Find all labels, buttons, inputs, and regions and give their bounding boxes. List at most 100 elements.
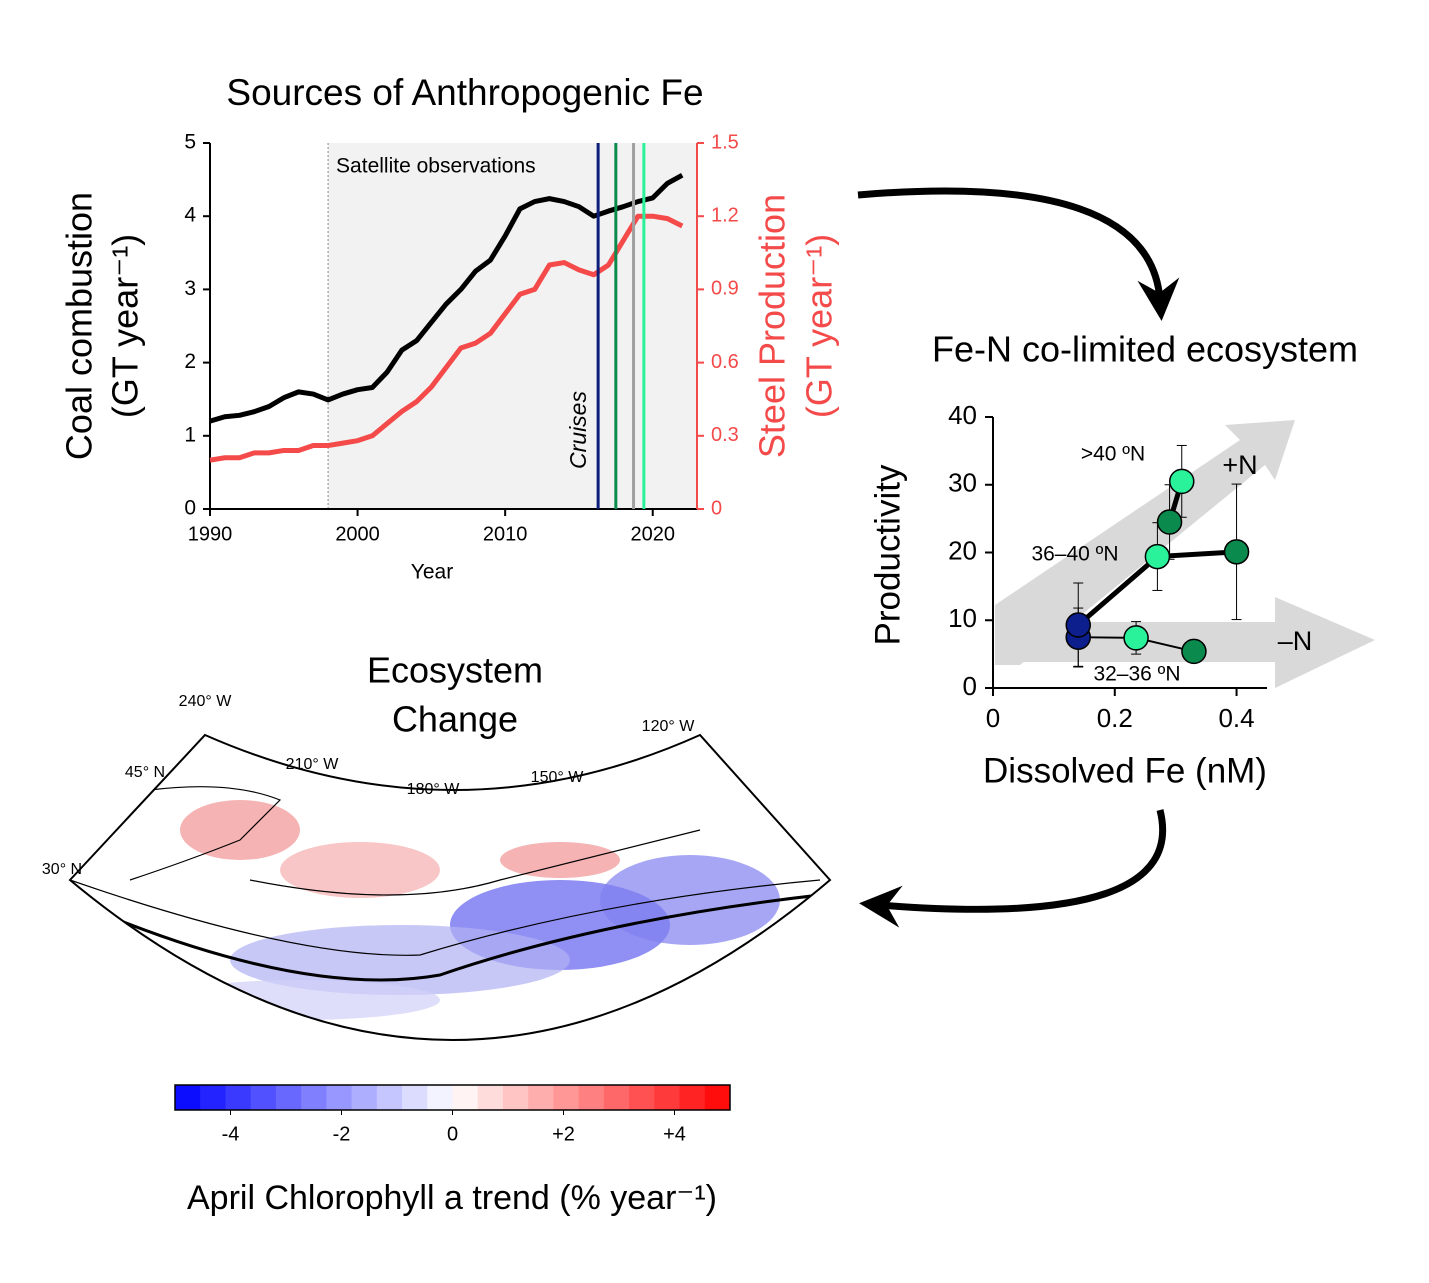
- y-tick-label: 1: [184, 423, 196, 446]
- y-tick-label: 2: [184, 350, 196, 373]
- colorbar-cell: [175, 1085, 201, 1110]
- shade-region: [328, 143, 697, 509]
- colorbar-tick-label: -4: [222, 1123, 240, 1145]
- point: [1065, 612, 1091, 638]
- contour: [70, 879, 821, 956]
- colorbar-cell: [250, 1085, 277, 1110]
- y2-axis-label: (GT year⁻¹): [799, 234, 840, 418]
- colorbar-cell: [200, 1085, 226, 1110]
- point: [1144, 543, 1171, 570]
- map-frame: [68, 733, 832, 1041]
- map-patch: [600, 855, 780, 945]
- colorbar-cell: [301, 1085, 327, 1110]
- x-tick-label: 1990: [188, 523, 233, 545]
- series-line: [209, 173, 684, 424]
- flow-arrow: [857, 187, 1180, 321]
- y2-axis-label: Steel Production: [752, 194, 793, 458]
- lon-label: 210° W: [286, 756, 340, 773]
- y-tick-label: 0: [184, 497, 196, 520]
- shade-label: Satellite observations: [336, 155, 536, 178]
- lat-label: 30° N: [42, 861, 82, 878]
- colorbar-cell: [275, 1085, 302, 1110]
- group-label: 32–36 ºN: [1093, 663, 1180, 686]
- x-axis-label: Year: [411, 561, 453, 584]
- colorbar-cell: [578, 1085, 605, 1110]
- annotation: +N: [1222, 450, 1257, 480]
- colorbar-cell: [225, 1085, 252, 1110]
- y-axis-label: Productivity: [868, 464, 907, 645]
- contour: [70, 893, 821, 982]
- y-tick-label: 20: [948, 535, 977, 565]
- plus-n-arrow: [995, 420, 1295, 665]
- colorbar-cell: [502, 1085, 529, 1110]
- colorbar-cell: [654, 1085, 681, 1110]
- y2-tick-label: 0: [711, 497, 722, 519]
- point: [1181, 638, 1207, 665]
- map-patch: [180, 800, 300, 860]
- colorbar-tick-label: -2: [333, 1123, 351, 1145]
- colorbar-cell: [326, 1085, 353, 1110]
- flow-arrow: [859, 809, 1167, 928]
- x-tick-label: 0: [986, 703, 1000, 733]
- colorbar-cell: [603, 1085, 630, 1110]
- colorbar-tick-label: 0: [447, 1123, 458, 1145]
- map-patch: [500, 842, 620, 878]
- colorbar-tick-label: +2: [552, 1123, 575, 1145]
- x-tick-label: 0.2: [1097, 703, 1133, 733]
- contour: [249, 829, 701, 896]
- point: [1156, 509, 1183, 535]
- y2-tick-label: 1.2: [711, 204, 739, 226]
- y-tick-label: 40: [948, 400, 977, 430]
- lon-label: 240° W: [179, 693, 233, 710]
- colorbar-label: April Chlorophyll a trend (% year⁻¹): [187, 1179, 717, 1217]
- colorbar-cell: [629, 1085, 655, 1110]
- coastline: [129, 786, 282, 881]
- y-tick-label: 3: [184, 277, 196, 300]
- point: [1123, 625, 1149, 651]
- colorbar-cell: [553, 1085, 580, 1110]
- x-tick-label: 2010: [483, 523, 528, 545]
- x-tick-label: 2020: [630, 523, 675, 545]
- y-tick-label: 4: [184, 204, 196, 227]
- lat-label: 45° N: [125, 764, 165, 781]
- colorbar-cell: [376, 1085, 403, 1110]
- colorbar-cell: [351, 1085, 378, 1110]
- chart-title: Change: [392, 699, 518, 740]
- chart-title: Fe-N co-limited ecosystem: [932, 329, 1358, 370]
- point: [1223, 539, 1250, 565]
- colorbar-cell: [402, 1085, 428, 1110]
- colorbar-cell: [427, 1085, 453, 1110]
- colorbar-cell: [477, 1085, 504, 1110]
- y-axis-label: (GT year⁻¹): [105, 234, 146, 418]
- map-patch: [230, 925, 570, 995]
- map: [68, 733, 832, 1041]
- colorbar-cell: [528, 1085, 554, 1110]
- lon-label: 150° W: [531, 769, 585, 786]
- y-tick-label: 30: [948, 468, 977, 498]
- y2-tick-label: 0.9: [711, 278, 739, 300]
- series-line: [209, 213, 684, 463]
- chart-title: Sources of Anthropogenic Fe: [226, 72, 703, 113]
- group-label: >40 ºN: [1081, 443, 1145, 466]
- annotation: –N: [1278, 626, 1313, 656]
- point: [1169, 468, 1195, 495]
- map-field: [70, 735, 830, 1040]
- x-tick-label: 2000: [335, 523, 380, 545]
- chart-title: Ecosystem: [367, 650, 543, 691]
- lon-label: 120° W: [642, 718, 696, 735]
- y-tick-label: 10: [948, 603, 977, 633]
- map-patch: [280, 842, 440, 898]
- y-tick-label: 0: [963, 671, 977, 701]
- x-tick-label: 0.4: [1218, 703, 1254, 733]
- lon-label: 180° W: [407, 781, 461, 798]
- y-tick-label: 5: [184, 131, 196, 154]
- colorbar-cell: [679, 1085, 706, 1110]
- y2-tick-label: 0.3: [711, 424, 739, 446]
- colorbar-tick-label: +4: [663, 1123, 686, 1145]
- x-axis-label: Dissolved Fe (nM): [983, 751, 1267, 790]
- colorbar-cell: [704, 1085, 731, 1110]
- y2-tick-label: 0.6: [711, 351, 739, 373]
- cruise-label: Cruises: [565, 391, 591, 469]
- colorbar-cell: [452, 1085, 479, 1110]
